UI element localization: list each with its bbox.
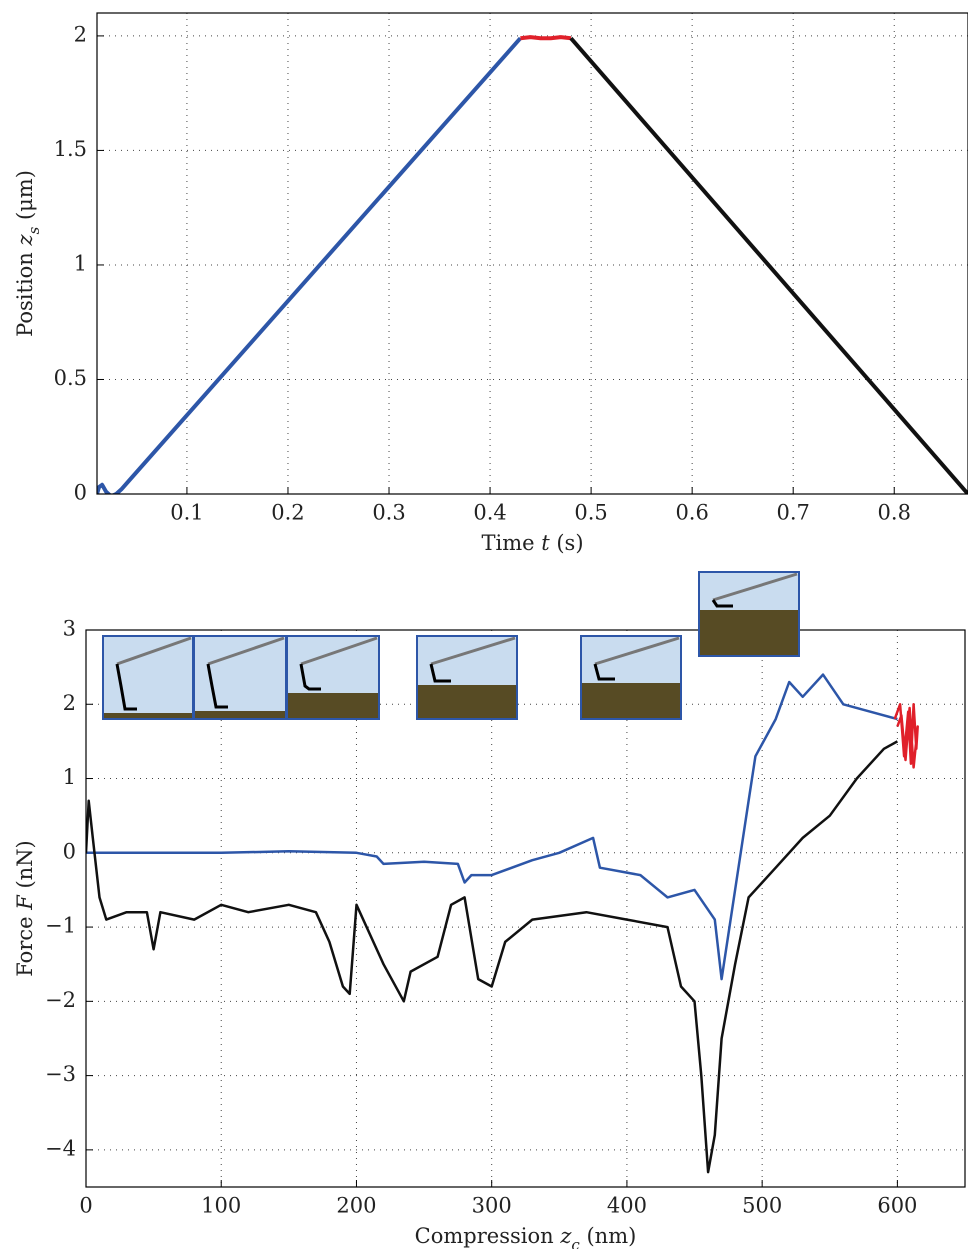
y-tick-label: 2 — [74, 22, 87, 46]
ylabel-part: F — [13, 894, 37, 911]
inset-ground — [287, 693, 379, 719]
x-tick-label: 600 — [877, 1194, 917, 1218]
xlabel-part: (nm) — [580, 1224, 637, 1248]
inset-image — [286, 635, 380, 720]
y-axis-label: Force F (nN) — [13, 840, 37, 977]
data-line — [569, 36, 968, 494]
inset-cantilever — [594, 636, 680, 666]
y-tick-label: 1 — [63, 765, 76, 789]
data-line — [86, 673, 898, 981]
ylabel-part: (μm) — [13, 170, 37, 227]
x-tick-label: 0.8 — [878, 501, 911, 525]
y-tick-label: −4 — [45, 1136, 76, 1160]
axes-frame — [85, 629, 966, 1188]
xlabel-part: Compression — [415, 1224, 561, 1248]
inset-background — [103, 636, 193, 719]
inset-image — [698, 571, 800, 657]
x-axis-label: Time t (s) — [481, 531, 583, 555]
ylabel-part: s — [25, 226, 43, 234]
inset-image — [193, 635, 287, 720]
y-tick-label: 0 — [74, 481, 87, 505]
y-tick-label: 0 — [63, 839, 76, 863]
inset-filament — [593, 663, 615, 681]
data-line — [893, 703, 919, 769]
ylabel-part: (nN) — [13, 840, 37, 895]
inset-ground — [581, 683, 681, 719]
data-line — [97, 36, 522, 494]
x-tick-label: 500 — [742, 1194, 782, 1218]
inset-cantilever — [300, 636, 378, 666]
inset-border — [698, 571, 800, 657]
y-tick-label: −1 — [45, 914, 76, 938]
xlabel-part: t — [541, 531, 550, 555]
x-tick-label: 300 — [472, 1194, 512, 1218]
inset-filament — [206, 663, 228, 709]
y-tick-label: 1.5 — [54, 137, 87, 161]
inset-ground — [103, 713, 193, 719]
inset-filament — [429, 663, 451, 683]
inset-image — [102, 635, 194, 720]
y-tick-label: 2 — [63, 691, 76, 715]
inset-cantilever — [116, 636, 192, 666]
y-axis-label: Position zs (μm) — [13, 170, 44, 337]
ylabel-part: z — [13, 233, 37, 246]
inset-cantilever — [712, 572, 798, 602]
inset-ground — [417, 685, 517, 719]
x-tick-label: 200 — [336, 1194, 376, 1218]
y-tick-label: −3 — [45, 1062, 76, 1086]
inset-image — [416, 635, 518, 720]
inset-cantilever — [207, 636, 285, 666]
y-tick-label: 0.5 — [54, 366, 87, 390]
x-tick-label: 100 — [201, 1194, 241, 1218]
plot: 0.1 0.2 0.3 0.4 0.5 0.6 0.7 0.8 0 0.5 1 1.5 2 Time t … — [13, 12, 968, 555]
xlabel-part: z — [559, 1224, 572, 1248]
data-line — [520, 35, 572, 41]
y-tick-label: −2 — [45, 988, 76, 1012]
inset-ground — [699, 610, 799, 656]
series-group — [97, 35, 968, 494]
series-group — [86, 673, 919, 1174]
inset-background — [194, 636, 286, 719]
data-line — [86, 740, 899, 1174]
x-tick-label: 0.1 — [170, 501, 203, 525]
inset-ground — [194, 711, 286, 719]
inset-border — [416, 635, 518, 720]
x-tick-label: 0 — [79, 1194, 92, 1218]
inset-filament — [711, 599, 733, 608]
inset-border — [286, 635, 380, 720]
x-axis-label: Compression zc (nm) — [415, 1224, 637, 1249]
inset-filament — [115, 663, 137, 711]
inset-filament — [299, 663, 321, 691]
ylabel-part: Position — [13, 245, 37, 336]
xlabel-part: Time — [481, 531, 541, 555]
inset-cantilever — [430, 636, 516, 666]
x-tick-label: 0.6 — [675, 501, 708, 525]
ylabel-part: Force — [13, 910, 37, 977]
x-tick-label: 0.4 — [473, 501, 506, 525]
inset-image — [580, 635, 682, 720]
plot: 0 100 200 300 400 500 600 −4 −3 −2 −1 0 1 2 3 Compressi… — [13, 617, 966, 1249]
xlabel-part: c — [571, 1236, 580, 1249]
y-tick-label: 1 — [74, 251, 87, 275]
xlabel-part: (s) — [550, 531, 584, 555]
axes-frame — [96, 12, 968, 495]
x-tick-label: 0.2 — [271, 501, 304, 525]
x-tick-label: 0.7 — [776, 501, 809, 525]
x-tick-label: 0.5 — [574, 501, 607, 525]
y-tick-label: 3 — [63, 617, 76, 641]
x-tick-label: 400 — [607, 1194, 647, 1218]
x-tick-label: 0.3 — [372, 501, 405, 525]
inset-border — [580, 635, 682, 720]
